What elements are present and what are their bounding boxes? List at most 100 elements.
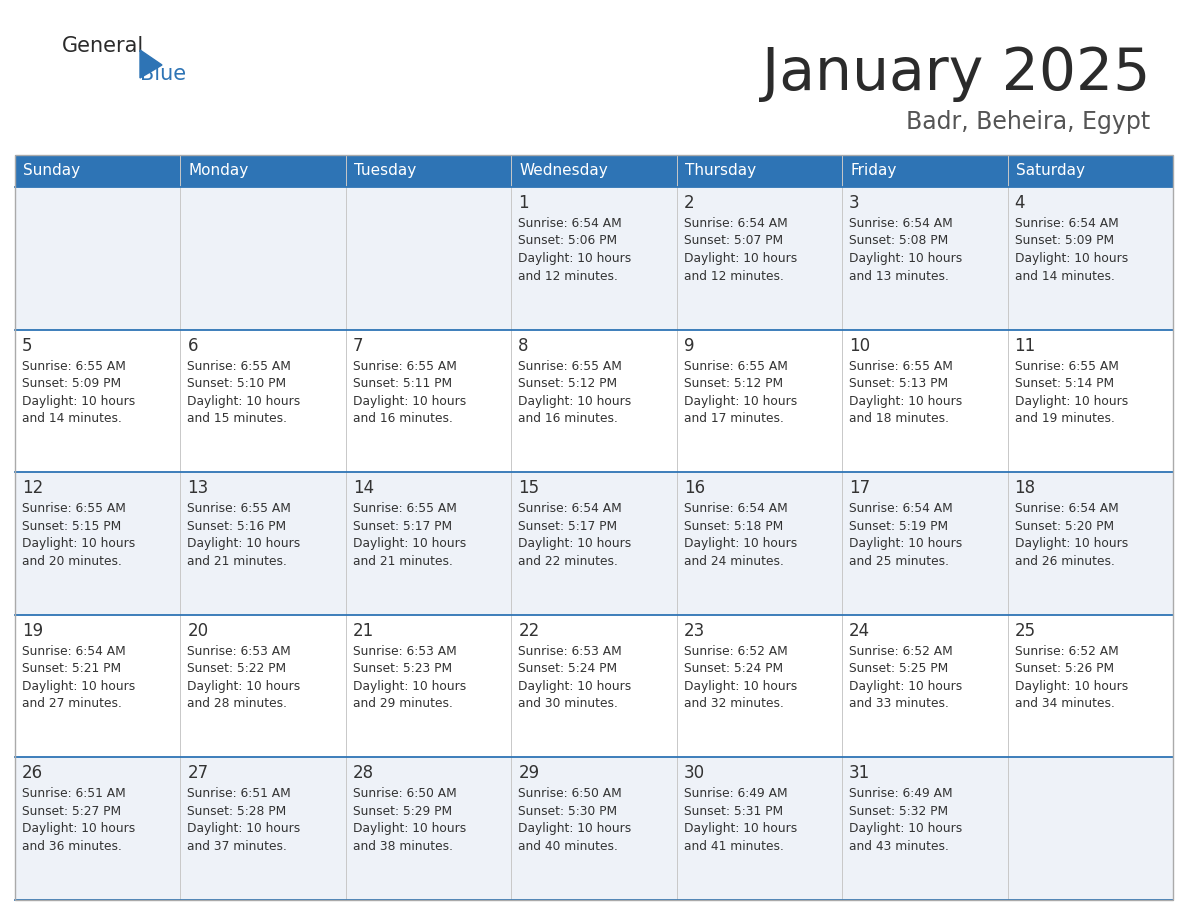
Text: Sunrise: 6:49 AM: Sunrise: 6:49 AM bbox=[684, 788, 788, 800]
Text: Daylight: 10 hours: Daylight: 10 hours bbox=[353, 823, 466, 835]
Text: Sunrise: 6:53 AM: Sunrise: 6:53 AM bbox=[353, 644, 456, 658]
Text: Sunset: 5:32 PM: Sunset: 5:32 PM bbox=[849, 805, 948, 818]
Text: Daylight: 10 hours: Daylight: 10 hours bbox=[684, 537, 797, 550]
Bar bbox=[346, 155, 511, 187]
Text: Daylight: 10 hours: Daylight: 10 hours bbox=[23, 395, 135, 408]
Text: Sunrise: 6:49 AM: Sunrise: 6:49 AM bbox=[849, 788, 953, 800]
Text: Sunrise: 6:51 AM: Sunrise: 6:51 AM bbox=[188, 788, 291, 800]
Text: Sunrise: 6:50 AM: Sunrise: 6:50 AM bbox=[518, 788, 623, 800]
Bar bbox=[677, 615, 842, 757]
Text: Sunset: 5:27 PM: Sunset: 5:27 PM bbox=[23, 805, 121, 818]
Text: and 14 minutes.: and 14 minutes. bbox=[23, 412, 122, 425]
Text: 11: 11 bbox=[1015, 337, 1036, 354]
Text: Daylight: 10 hours: Daylight: 10 hours bbox=[23, 537, 135, 550]
Text: Sunrise: 6:54 AM: Sunrise: 6:54 AM bbox=[684, 502, 788, 515]
Text: General: General bbox=[62, 36, 144, 56]
Text: 26: 26 bbox=[23, 765, 43, 782]
Text: and 15 minutes.: and 15 minutes. bbox=[188, 412, 287, 425]
Text: Friday: Friday bbox=[851, 163, 897, 178]
Text: and 30 minutes.: and 30 minutes. bbox=[518, 698, 618, 711]
Text: Daylight: 10 hours: Daylight: 10 hours bbox=[353, 537, 466, 550]
Text: Daylight: 10 hours: Daylight: 10 hours bbox=[353, 395, 466, 408]
Text: and 12 minutes.: and 12 minutes. bbox=[518, 270, 618, 283]
Text: Daylight: 10 hours: Daylight: 10 hours bbox=[1015, 395, 1127, 408]
Bar bbox=[511, 472, 677, 615]
Text: and 22 minutes.: and 22 minutes. bbox=[518, 554, 618, 567]
Text: Sunrise: 6:54 AM: Sunrise: 6:54 AM bbox=[518, 502, 623, 515]
Bar bbox=[15, 155, 181, 187]
Text: Sunset: 5:14 PM: Sunset: 5:14 PM bbox=[1015, 377, 1113, 390]
Bar bbox=[1007, 472, 1173, 615]
Text: Daylight: 10 hours: Daylight: 10 hours bbox=[849, 680, 962, 693]
Text: Daylight: 10 hours: Daylight: 10 hours bbox=[684, 823, 797, 835]
Text: Daylight: 10 hours: Daylight: 10 hours bbox=[23, 823, 135, 835]
Text: Sunset: 5:08 PM: Sunset: 5:08 PM bbox=[849, 234, 948, 248]
Bar bbox=[842, 757, 1007, 900]
Text: 29: 29 bbox=[518, 765, 539, 782]
Text: and 14 minutes.: and 14 minutes. bbox=[1015, 270, 1114, 283]
Bar bbox=[511, 615, 677, 757]
Text: and 18 minutes.: and 18 minutes. bbox=[849, 412, 949, 425]
Text: 12: 12 bbox=[23, 479, 43, 498]
Text: Sunset: 5:17 PM: Sunset: 5:17 PM bbox=[518, 520, 618, 532]
Text: Sunset: 5:15 PM: Sunset: 5:15 PM bbox=[23, 520, 121, 532]
Text: and 36 minutes.: and 36 minutes. bbox=[23, 840, 122, 853]
Text: Daylight: 10 hours: Daylight: 10 hours bbox=[188, 537, 301, 550]
Text: Daylight: 10 hours: Daylight: 10 hours bbox=[849, 823, 962, 835]
Text: 13: 13 bbox=[188, 479, 209, 498]
Text: Wednesday: Wednesday bbox=[519, 163, 608, 178]
Text: and 28 minutes.: and 28 minutes. bbox=[188, 698, 287, 711]
Bar bbox=[1007, 155, 1173, 187]
Text: and 40 minutes.: and 40 minutes. bbox=[518, 840, 618, 853]
Bar bbox=[346, 330, 511, 472]
Text: Sunrise: 6:55 AM: Sunrise: 6:55 AM bbox=[684, 360, 788, 373]
Bar bbox=[15, 187, 181, 330]
Text: and 32 minutes.: and 32 minutes. bbox=[684, 698, 784, 711]
Text: Sunrise: 6:54 AM: Sunrise: 6:54 AM bbox=[1015, 217, 1118, 230]
Text: Daylight: 10 hours: Daylight: 10 hours bbox=[518, 537, 632, 550]
Text: Sunday: Sunday bbox=[23, 163, 80, 178]
Text: Sunset: 5:26 PM: Sunset: 5:26 PM bbox=[1015, 662, 1113, 676]
Text: Daylight: 10 hours: Daylight: 10 hours bbox=[188, 823, 301, 835]
Text: 4: 4 bbox=[1015, 194, 1025, 212]
Text: Sunset: 5:21 PM: Sunset: 5:21 PM bbox=[23, 662, 121, 676]
Text: Monday: Monday bbox=[189, 163, 248, 178]
Text: January 2025: January 2025 bbox=[762, 45, 1150, 102]
Polygon shape bbox=[140, 50, 162, 78]
Text: and 24 minutes.: and 24 minutes. bbox=[684, 554, 784, 567]
Bar bbox=[346, 757, 511, 900]
Text: 20: 20 bbox=[188, 621, 209, 640]
Text: and 27 minutes.: and 27 minutes. bbox=[23, 698, 122, 711]
Text: Sunrise: 6:55 AM: Sunrise: 6:55 AM bbox=[23, 360, 126, 373]
Text: Sunrise: 6:52 AM: Sunrise: 6:52 AM bbox=[684, 644, 788, 658]
Text: 31: 31 bbox=[849, 765, 871, 782]
Text: Sunset: 5:31 PM: Sunset: 5:31 PM bbox=[684, 805, 783, 818]
Text: Daylight: 10 hours: Daylight: 10 hours bbox=[23, 680, 135, 693]
Text: and 29 minutes.: and 29 minutes. bbox=[353, 698, 453, 711]
Text: and 34 minutes.: and 34 minutes. bbox=[1015, 698, 1114, 711]
Text: Daylight: 10 hours: Daylight: 10 hours bbox=[353, 680, 466, 693]
Text: 6: 6 bbox=[188, 337, 198, 354]
Bar bbox=[15, 472, 181, 615]
Text: 19: 19 bbox=[23, 621, 43, 640]
Bar bbox=[842, 187, 1007, 330]
Text: Sunset: 5:09 PM: Sunset: 5:09 PM bbox=[23, 377, 121, 390]
Bar bbox=[511, 757, 677, 900]
Bar bbox=[181, 472, 346, 615]
Bar bbox=[1007, 757, 1173, 900]
Bar bbox=[15, 330, 181, 472]
Text: 1: 1 bbox=[518, 194, 529, 212]
Text: Sunset: 5:06 PM: Sunset: 5:06 PM bbox=[518, 234, 618, 248]
Bar bbox=[842, 155, 1007, 187]
Text: 5: 5 bbox=[23, 337, 32, 354]
Text: Sunrise: 6:53 AM: Sunrise: 6:53 AM bbox=[188, 644, 291, 658]
Text: and 41 minutes.: and 41 minutes. bbox=[684, 840, 784, 853]
Text: Sunset: 5:22 PM: Sunset: 5:22 PM bbox=[188, 662, 286, 676]
Text: Sunset: 5:30 PM: Sunset: 5:30 PM bbox=[518, 805, 618, 818]
Text: Sunset: 5:13 PM: Sunset: 5:13 PM bbox=[849, 377, 948, 390]
Text: Sunset: 5:12 PM: Sunset: 5:12 PM bbox=[518, 377, 618, 390]
Bar bbox=[842, 472, 1007, 615]
Text: Daylight: 10 hours: Daylight: 10 hours bbox=[849, 395, 962, 408]
Bar bbox=[181, 187, 346, 330]
Text: Daylight: 10 hours: Daylight: 10 hours bbox=[188, 395, 301, 408]
